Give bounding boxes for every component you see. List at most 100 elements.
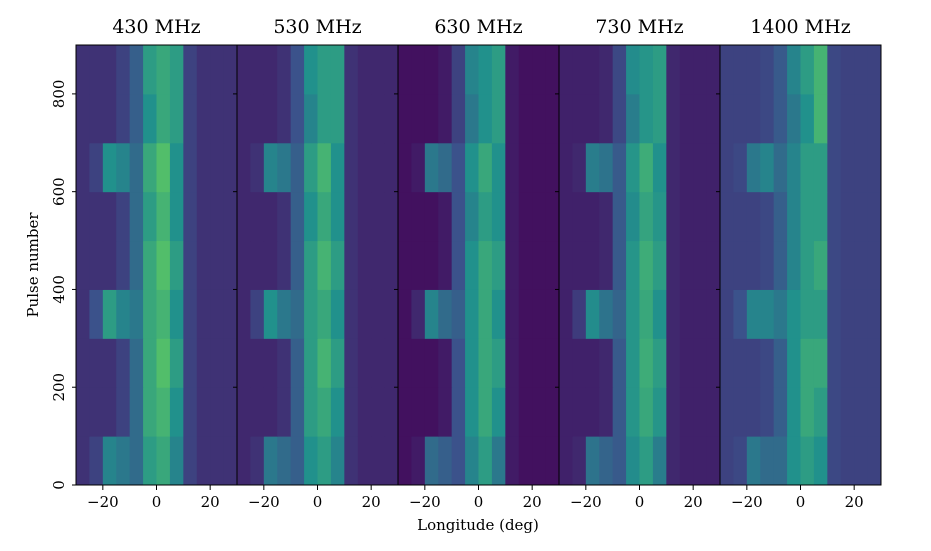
- heatmap-cell: [693, 142, 708, 193]
- heatmap-cell: [129, 338, 144, 388]
- heatmap-cell: [840, 338, 855, 388]
- heatmap-cell: [398, 191, 412, 242]
- heatmap-cell: [746, 338, 761, 388]
- heatmap-cell: [424, 289, 439, 339]
- heatmap-cell: [559, 45, 573, 95]
- heatmap-cell: [411, 387, 426, 437]
- heatmap-cell: [210, 240, 225, 290]
- heatmap-cell: [169, 436, 184, 486]
- heatmap-cell: [277, 45, 292, 95]
- heatmap-cell: [384, 240, 399, 290]
- heatmap-cell: [478, 191, 493, 242]
- heatmap-cell: [626, 436, 640, 486]
- heatmap-cell: [854, 142, 869, 193]
- heatmap-cell: [169, 338, 184, 388]
- heatmap-cell: [478, 142, 493, 193]
- heatmap-cell: [156, 142, 171, 193]
- heatmap-cell: [505, 387, 520, 437]
- heatmap-cell: [505, 240, 520, 290]
- heatmap-cell: [532, 191, 547, 242]
- heatmap-cell: [304, 240, 318, 290]
- heatmap-cell: [196, 240, 211, 290]
- heatmap-cell: [317, 240, 332, 290]
- x-tick-label: −20: [87, 493, 119, 511]
- heatmap-cell: [867, 142, 882, 193]
- heatmap-cell: [277, 142, 292, 193]
- heatmap-cell: [330, 240, 345, 290]
- heatmap-cell: [572, 240, 587, 290]
- heatmap-cell: [612, 338, 627, 388]
- heatmap-cell: [102, 289, 117, 339]
- heatmap-cell: [169, 191, 184, 242]
- x-tick-label: 20: [523, 493, 542, 511]
- heatmap-cell: [143, 436, 157, 486]
- heatmap-cell: [210, 289, 225, 339]
- heatmap-cell: [639, 45, 654, 95]
- heatmap-cell: [720, 93, 734, 144]
- heatmap-cell: [424, 240, 439, 290]
- heatmap-cell: [76, 240, 90, 290]
- heatmap-cell: [720, 240, 734, 290]
- heatmap-cell: [827, 436, 842, 486]
- heatmap-cell: [290, 240, 305, 290]
- x-tick-label: −20: [731, 493, 763, 511]
- x-tick-label: −20: [409, 493, 441, 511]
- heatmap-cell: [223, 93, 238, 144]
- heatmap-cell: [491, 191, 506, 242]
- heatmap-cell: [518, 45, 533, 95]
- heatmap-cell: [223, 338, 238, 388]
- heatmap-cell: [263, 338, 278, 388]
- heatmap-cell: [411, 142, 426, 193]
- heatmap-cell: [89, 289, 104, 339]
- heatmap-cell: [813, 45, 828, 95]
- heatmap-cell: [773, 142, 788, 193]
- heatmap-cell: [102, 240, 117, 290]
- heatmap-cell: [277, 191, 292, 242]
- heatmap-cell: [679, 240, 694, 290]
- heatmap-cell: [787, 289, 801, 339]
- heatmap-cell: [183, 45, 198, 95]
- heatmap-cell: [371, 289, 386, 339]
- heatmap-cell: [371, 240, 386, 290]
- x-axis-label: Longitude (deg): [417, 516, 539, 534]
- heatmap-cell: [290, 289, 305, 339]
- heatmap-cell: [505, 93, 520, 144]
- heatmap-cell: [639, 191, 654, 242]
- heatmap-cell: [518, 436, 533, 486]
- heatmap-cell: [760, 436, 775, 486]
- heatmap-cell: [787, 436, 801, 486]
- heatmap-cell: [237, 93, 251, 144]
- heatmap-cell: [384, 142, 399, 193]
- heatmap-cell: [840, 240, 855, 290]
- heatmap-cell: [89, 338, 104, 388]
- heatmap-cell: [478, 240, 493, 290]
- heatmap-cell: [760, 142, 775, 193]
- heatmap-cell: [840, 436, 855, 486]
- heatmap-cell: [679, 338, 694, 388]
- heatmap-cell: [263, 93, 278, 144]
- heatmap-cell: [371, 338, 386, 388]
- heatmap-cell: [706, 436, 721, 486]
- x-tick-label: 0: [796, 493, 806, 511]
- heatmap-cell: [559, 142, 573, 193]
- heatmap-cell: [867, 45, 882, 95]
- heatmap-cell: [357, 142, 372, 193]
- heatmap-cell: [317, 387, 332, 437]
- heatmap-cell: [398, 45, 412, 95]
- heatmap-cell: [532, 240, 547, 290]
- heatmap-cell: [317, 191, 332, 242]
- heatmap-cell: [196, 45, 211, 95]
- heatmap-cell: [277, 436, 292, 486]
- heatmap-cell: [424, 45, 439, 95]
- heatmap-cell: [532, 387, 547, 437]
- heatmap-cell: [465, 93, 479, 144]
- heatmap-cell: [733, 45, 748, 95]
- heatmap-cell: [706, 45, 721, 95]
- heatmap-cell: [572, 45, 587, 95]
- heatmap-cell: [250, 240, 265, 290]
- heatmap-cell: [156, 191, 171, 242]
- panel-title: 730 MHz: [595, 16, 683, 38]
- heatmap-cell: [451, 142, 466, 193]
- heatmap-cell: [800, 387, 815, 437]
- heatmap-cell: [626, 191, 640, 242]
